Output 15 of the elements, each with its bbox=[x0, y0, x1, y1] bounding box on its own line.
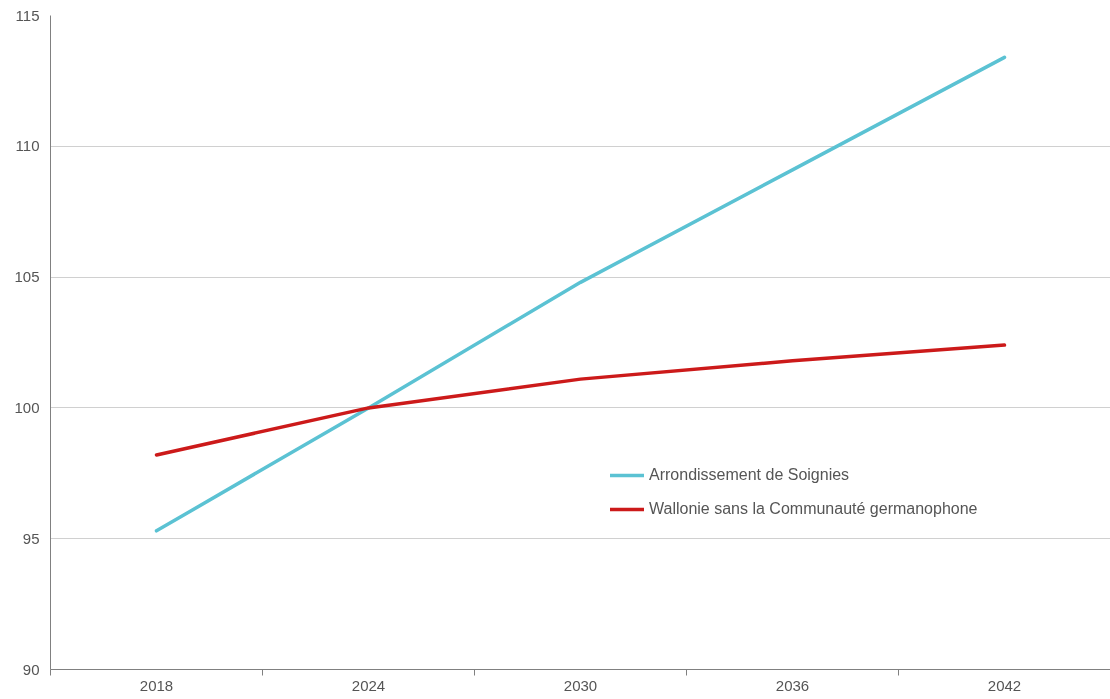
y-tick-label: 90 bbox=[22, 660, 40, 678]
x-tick-label: 2024 bbox=[351, 676, 386, 694]
legend-label: Arrondissement de Soignies bbox=[649, 466, 850, 484]
y-tick-label: 95 bbox=[22, 529, 40, 547]
y-tick-label: 115 bbox=[15, 6, 40, 24]
y-tick-label: 100 bbox=[14, 398, 40, 416]
y-tick-label: 105 bbox=[14, 268, 40, 286]
x-tick-label: 2018 bbox=[139, 676, 174, 694]
line-series bbox=[154, 343, 1007, 457]
y-tick-label: 110 bbox=[15, 137, 40, 155]
line-series bbox=[154, 55, 1007, 533]
legend-label: Wallonie sans la Communauté germanophone bbox=[649, 500, 978, 518]
x-tick-label: 2036 bbox=[775, 676, 810, 694]
x-tick-label: 2042 bbox=[987, 676, 1022, 694]
x-tick-label: 2030 bbox=[563, 676, 598, 694]
